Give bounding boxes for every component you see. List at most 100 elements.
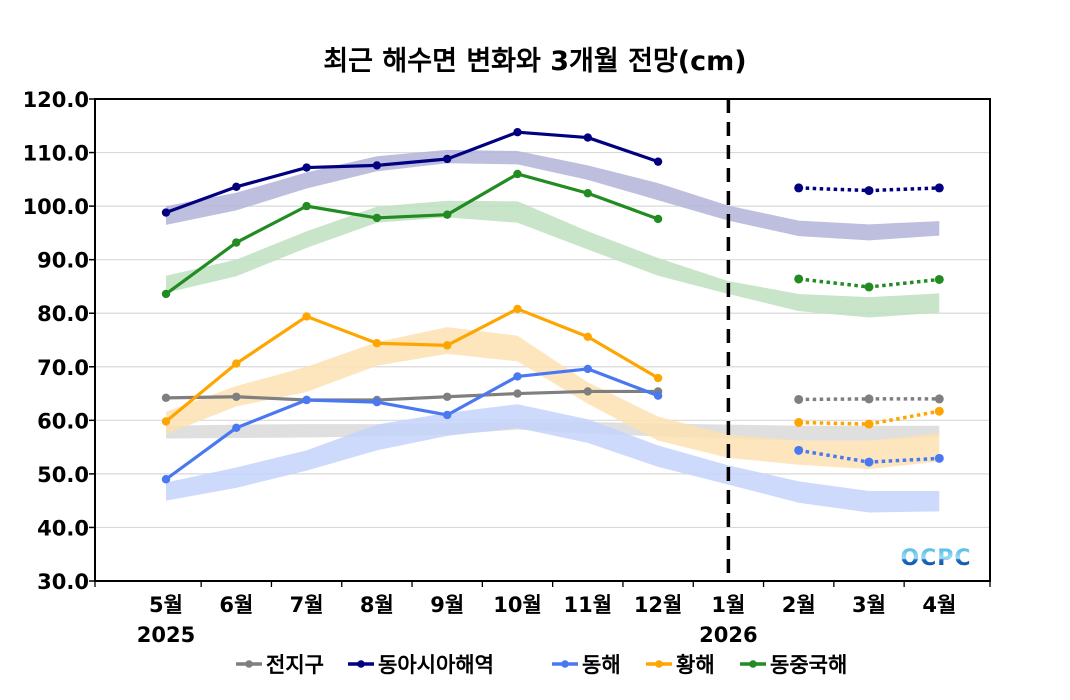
series-lines: [161, 128, 944, 484]
forecast-bands: [166, 149, 940, 513]
y-tick-label: 110.0: [23, 142, 89, 166]
forecast-point: [934, 274, 944, 284]
observed-point: [443, 154, 452, 164]
y-tick-label: 60.0: [37, 409, 89, 433]
x-tick-label: 8월: [360, 593, 394, 617]
ocpc-logo-text: OCPC: [900, 546, 971, 571]
forecast-point: [864, 419, 874, 429]
forecast-point: [864, 457, 874, 467]
forecast-point: [794, 274, 804, 284]
observed-point: [513, 389, 522, 398]
forecast-point: [934, 406, 944, 416]
forecast-point: [864, 282, 874, 292]
x-tick-label: 2월: [782, 593, 816, 617]
legend-label: 동아시아해역: [378, 653, 494, 677]
x-tick-label: 5월: [149, 593, 183, 617]
legend-swatch-marker: [245, 660, 253, 668]
legend-item-0: 전지구: [236, 653, 324, 677]
observed-point: [232, 359, 241, 368]
observed-point: [583, 387, 592, 396]
forecast-band-2: [166, 404, 940, 513]
forecast-point: [794, 445, 804, 455]
observed-point: [513, 372, 522, 381]
observed-point: [161, 289, 171, 299]
observed-point: [302, 395, 311, 405]
legend-swatch-marker: [749, 660, 757, 668]
observed-point: [372, 161, 382, 170]
observed-line: [165, 172, 659, 296]
forecast-point: [794, 417, 804, 427]
x-axis-ticks: 5월 6월 7월 8월 9월 10월 11월 12월 1월 2월 3월 4월 2025 2026: [137, 593, 956, 647]
forecast-band-1: [166, 149, 940, 241]
axes: [89, 98, 991, 587]
observed-point: [583, 332, 592, 341]
observed-point: [443, 210, 452, 219]
x-tick-label: 6월: [219, 593, 253, 617]
observed-point: [302, 163, 311, 172]
forecast-point: [934, 394, 944, 404]
y-tick-label: 90.0: [37, 249, 89, 273]
observed-point: [372, 339, 382, 348]
observed-point: [232, 392, 241, 401]
y-tick-label: 50.0: [37, 463, 89, 487]
forecast-point: [864, 186, 874, 196]
y-tick-label: 70.0: [37, 356, 89, 380]
observed-point: [443, 410, 452, 420]
x-tick-label: 12월: [634, 593, 683, 617]
series-3: [161, 304, 944, 429]
observed-point: [232, 238, 241, 247]
observed-point: [583, 189, 592, 198]
forecast-band-4: [166, 200, 940, 318]
y-tick-label: 40.0: [37, 516, 89, 540]
series-1: [161, 128, 944, 217]
observed-line: [164, 307, 659, 423]
x-tick-label: 3월: [852, 593, 886, 617]
observed-line: [165, 389, 659, 402]
observed-point: [161, 393, 171, 403]
observed-point: [232, 423, 241, 433]
observed-point: [653, 157, 663, 166]
x-tick-label: 9월: [430, 593, 464, 617]
x-tick-label: 4월: [922, 593, 956, 617]
observed-point: [443, 341, 452, 350]
observed-point: [302, 201, 311, 211]
forecast-point: [864, 394, 874, 404]
legend-swatch-marker: [357, 660, 365, 668]
observed-point: [372, 213, 382, 223]
observed-point: [232, 182, 241, 192]
observed-point: [443, 392, 452, 401]
y-tick-label: 120.0: [23, 88, 89, 112]
observed-point: [302, 312, 311, 321]
legend-label: 동해: [582, 653, 621, 677]
series-2: [161, 364, 944, 484]
observed-point: [653, 373, 663, 383]
observed-line: [165, 367, 659, 481]
ocpc-logo: OCPC: [900, 546, 971, 571]
observed-point: [161, 417, 171, 426]
legend-label: 황해: [676, 653, 715, 677]
legend-item-1: 동아시아해역: [348, 653, 494, 677]
legend-item-3: 황해: [646, 653, 715, 677]
series-4: [161, 169, 944, 299]
legend-label: 전지구: [266, 653, 324, 677]
legend-swatch-marker: [561, 660, 569, 668]
forecast-band-3: [166, 327, 940, 470]
observed-point: [653, 214, 663, 224]
observed-point: [583, 364, 592, 374]
legend-label: 동중국해: [770, 653, 847, 677]
plot-frame: [94, 98, 991, 582]
year-label: 2026: [699, 623, 757, 647]
y-tick-label: 80.0: [37, 302, 89, 326]
observed-line: [165, 130, 659, 215]
observed-point: [161, 208, 171, 217]
y-tick-label: 100.0: [23, 195, 89, 219]
legend-swatch-marker: [655, 660, 663, 668]
legend-item-2: 동해: [552, 653, 621, 677]
year-label: 2025: [137, 623, 195, 647]
observed-point: [161, 475, 171, 484]
y-axis-ticks: 30.0 40.0 50.0 60.0 70.0 80.0 90.0 100.0 110.0 12…: [23, 88, 89, 594]
chart-title: 최근 해수면 변화와 3개월 전망(cm): [323, 46, 746, 77]
observed-point: [513, 304, 522, 314]
x-tick-label: 11월: [564, 593, 613, 617]
